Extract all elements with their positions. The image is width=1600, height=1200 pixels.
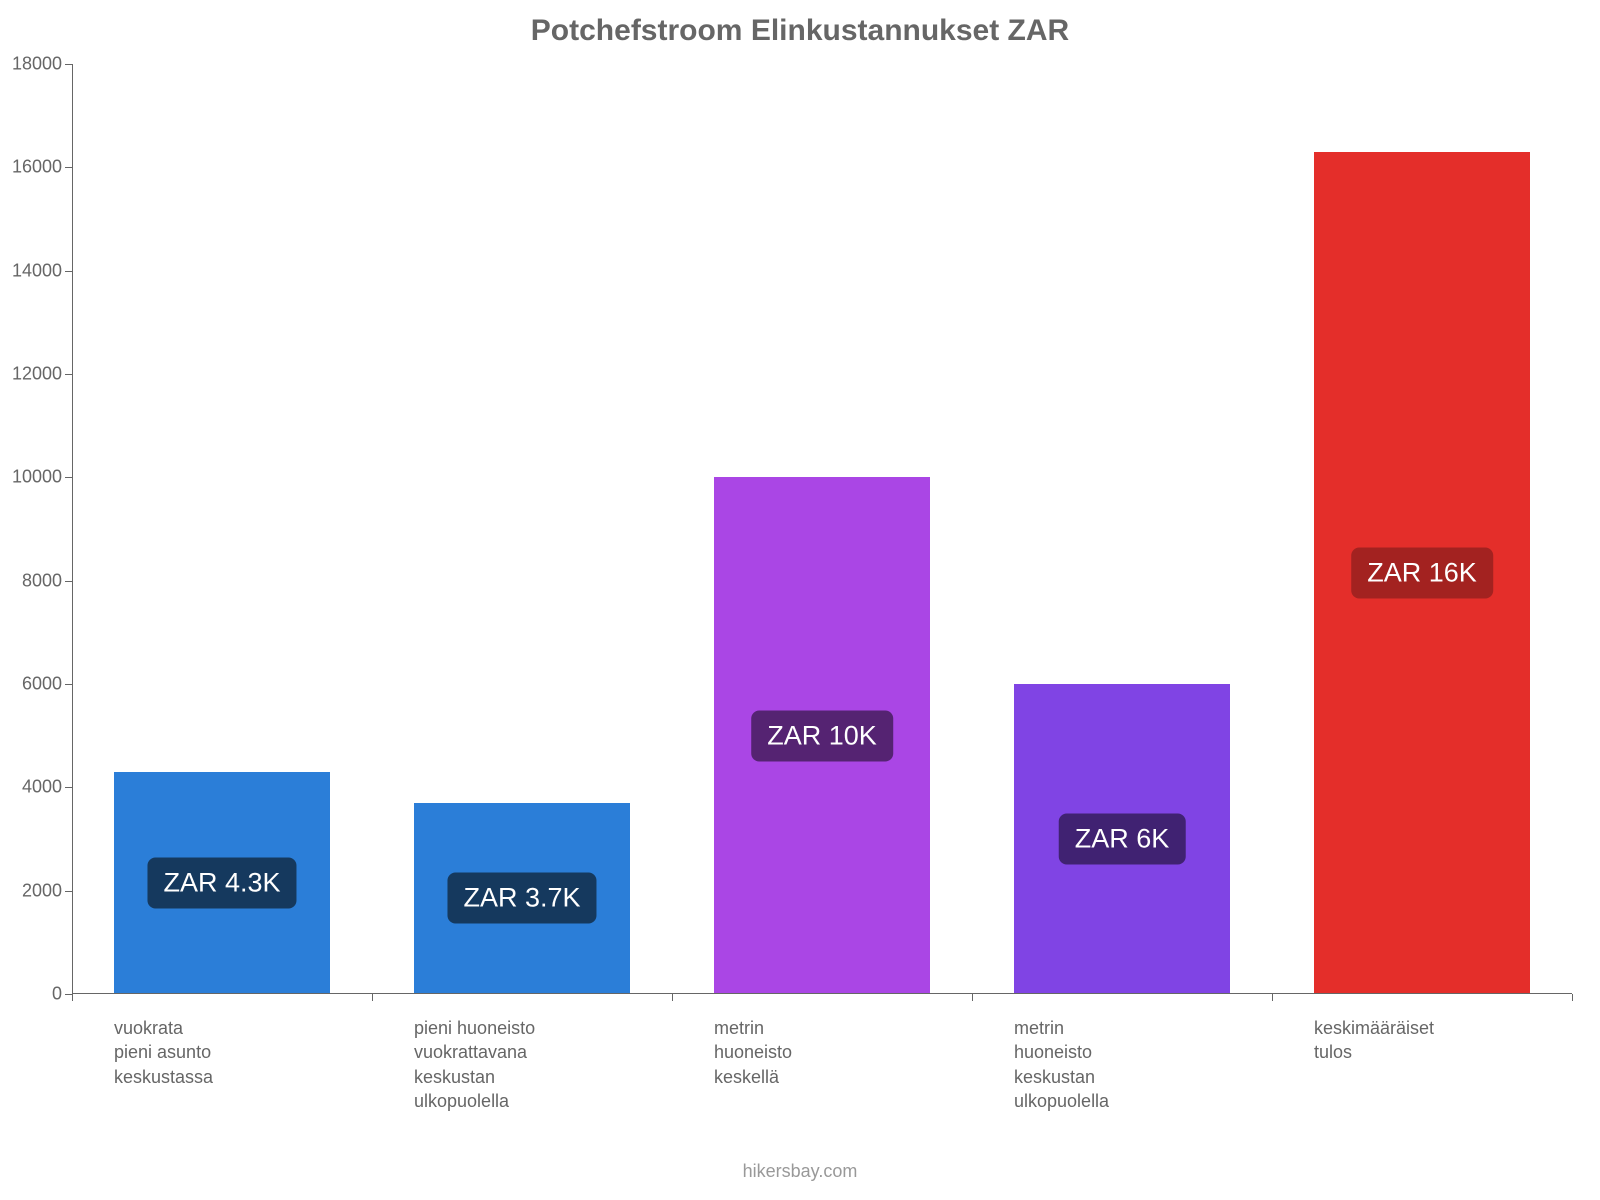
y-tick-label: 0 [52,984,72,1005]
y-tick-label: 18000 [12,54,72,75]
x-tick [972,994,973,1001]
value-badge: ZAR 3.7K [447,873,596,924]
x-tick [372,994,373,1001]
bars-layer: ZAR 4.3K ZAR 3.7K ZAR 10K ZAR 6K ZAR 16K [72,64,1572,994]
y-tick-label: 6000 [22,674,72,695]
y-tick-label: 8000 [22,570,72,591]
x-category-label: metrinhuoneistokeskustanulkopuolella [1014,994,1230,1113]
x-category-label: keskimääräisettulos [1314,994,1530,1065]
value-badge: ZAR 4.3K [147,857,296,908]
x-category-label: vuokratapieni asuntokeskustassa [114,994,330,1089]
y-tick-label: 12000 [12,364,72,385]
chart-title: Potchefstroom Elinkustannukset ZAR [0,14,1600,48]
y-tick-label: 10000 [12,467,72,488]
x-category-label: metrinhuoneistokeskellä [714,994,930,1089]
y-axis-line [72,64,73,994]
plot-area: ZAR 4.3KZAR 3.7KZAR 10KZAR 6KZAR 16K 020… [72,64,1572,994]
y-tick-label: 4000 [22,777,72,798]
x-tick [1272,994,1273,1001]
x-tick [672,994,673,1001]
value-badge: ZAR 6K [1059,814,1186,865]
y-tick-label: 2000 [22,880,72,901]
cost-of-living-chart: Potchefstroom Elinkustannukset ZAR ZAR 4… [0,0,1600,1200]
x-tick [1572,994,1573,1001]
y-tick-label: 16000 [12,157,72,178]
credit-text: hikersbay.com [0,1161,1600,1182]
x-tick [72,994,73,1001]
y-tick-label: 14000 [12,260,72,281]
value-badge: ZAR 10K [751,710,893,761]
value-badge: ZAR 16K [1351,547,1493,598]
x-category-label: pieni huoneistovuokrattavanakeskustanulk… [414,994,630,1113]
